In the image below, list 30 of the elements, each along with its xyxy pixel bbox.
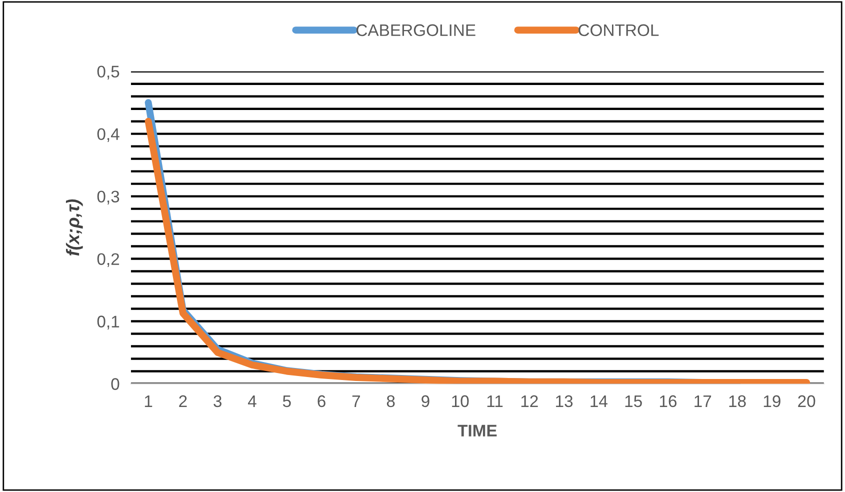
x-tick-label: 1	[144, 395, 152, 407]
x-tick-label: 20	[798, 395, 816, 408]
legend-label: CABERGOLINE	[356, 24, 476, 36]
y-axis-title: f(x;ρ,τ)	[66, 199, 83, 256]
y-tick-label: 0,2	[97, 253, 120, 267]
x-tick-label: 14	[590, 395, 608, 407]
y-tick-label: 0,5	[97, 66, 120, 80]
x-tick-label: 16	[660, 395, 677, 408]
y-tick-label: 0,1	[97, 316, 120, 330]
x-tick-label: 17	[694, 395, 712, 407]
x-tick-label: 19	[764, 395, 780, 408]
x-tick-label: 12	[521, 395, 538, 407]
x-tick-label: 2	[179, 395, 187, 407]
x-tick-label: 18	[729, 395, 746, 408]
x-tick-label: 5	[282, 395, 291, 408]
y-tick-label: 0	[111, 378, 120, 390]
x-tick-label: 9	[422, 395, 430, 408]
x-tick-label: 10	[452, 395, 469, 408]
y-tick-label: 0,3	[97, 190, 120, 204]
legend-label: CONTROL	[578, 24, 659, 36]
x-tick-label: 3	[214, 395, 222, 408]
x-axis-title: TIME	[458, 424, 497, 436]
y-tick-label: 0,4	[97, 128, 120, 142]
x-tick-label: 4	[248, 395, 256, 407]
x-tick-label: 8	[386, 395, 395, 408]
x-tick-label: 13	[556, 395, 573, 408]
x-tick-label: 7	[352, 395, 360, 407]
x-tick-label: 15	[625, 395, 642, 408]
x-tick-label: 11	[487, 395, 503, 407]
x-tick-label: 6	[318, 395, 326, 408]
